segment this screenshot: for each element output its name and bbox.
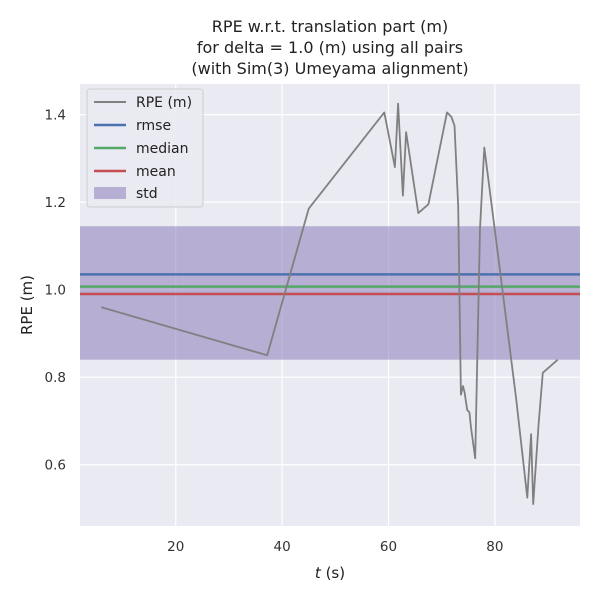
legend-label-rpe: RPE (m) — [136, 95, 192, 111]
y-tick-label: 0.8 — [45, 370, 66, 386]
statistic-lines — [80, 273, 580, 296]
y-tick-label: 1.0 — [45, 283, 66, 299]
legend-label-median: median — [136, 141, 188, 157]
x-tick-label: 20 — [167, 539, 184, 555]
legend-label-std: std — [136, 186, 158, 202]
x-tick-label: 60 — [380, 539, 397, 555]
legend-label-mean: mean — [136, 164, 176, 180]
legend-box — [86, 88, 204, 208]
x-axis-label: t (s) — [315, 564, 345, 582]
legend-swatch-std — [94, 187, 126, 199]
x-tick-label: 40 — [274, 539, 291, 555]
rpe-series-line — [101, 102, 559, 506]
y-tick-label: 0.6 — [45, 458, 66, 474]
legend-label-rmse: rmse — [136, 118, 171, 134]
y-tick-label: 1.4 — [45, 108, 66, 124]
x-tick-label: 80 — [486, 539, 503, 555]
y-axis-label: RPE (m) — [18, 275, 36, 335]
chart-title-line-1: RPE w.r.t. translation part (m) — [212, 17, 448, 36]
legend: RPE (m) rmse median mean std — [86, 88, 204, 208]
y-tick-label: 1.2 — [45, 195, 66, 211]
tick-labels: 20 40 60 80 0.6 0.8 1.0 1.2 1.4 — [45, 108, 504, 555]
chart-title-line-2: for delta = 1.0 (m) using all pairs — [197, 38, 463, 57]
rpe-series-layer — [101, 102, 559, 506]
chart-title-line-3: (with Sim(3) Umeyama alignment) — [191, 59, 468, 78]
